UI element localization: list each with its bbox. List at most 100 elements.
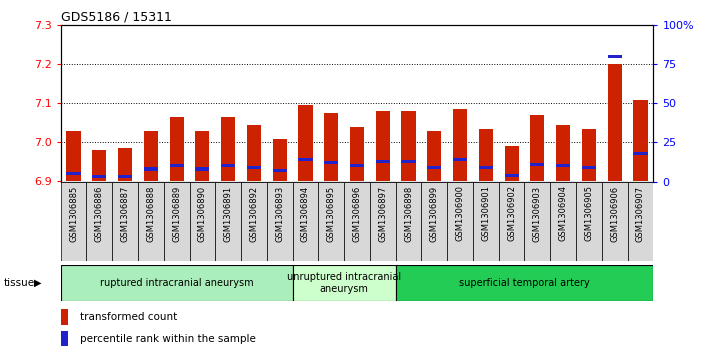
Text: GSM1306892: GSM1306892 — [249, 185, 258, 242]
Bar — [473, 182, 498, 261]
Text: GSM1306897: GSM1306897 — [378, 185, 387, 242]
Bar — [221, 117, 235, 182]
Bar — [401, 160, 416, 163]
Bar — [556, 164, 570, 167]
Bar — [86, 182, 112, 261]
Text: GSM1306907: GSM1306907 — [636, 185, 645, 242]
Text: GSM1306901: GSM1306901 — [481, 185, 491, 241]
Bar — [273, 139, 287, 182]
Bar — [531, 163, 545, 166]
Text: GSM1306894: GSM1306894 — [301, 185, 310, 242]
Text: GSM1306889: GSM1306889 — [172, 185, 181, 242]
Text: ruptured intracranial aneurysm: ruptured intracranial aneurysm — [100, 278, 253, 288]
Bar — [453, 158, 467, 161]
Bar — [112, 182, 138, 261]
Bar — [396, 182, 421, 261]
Bar — [196, 167, 209, 171]
Bar — [401, 111, 416, 182]
Bar — [608, 64, 622, 182]
Bar — [216, 182, 241, 261]
Text: GSM1306891: GSM1306891 — [223, 185, 233, 242]
Bar — [92, 175, 106, 178]
Bar — [164, 182, 189, 261]
Text: GSM1306895: GSM1306895 — [327, 185, 336, 242]
Bar — [247, 125, 261, 182]
Bar — [505, 146, 518, 182]
Bar — [427, 131, 441, 182]
Bar — [61, 182, 86, 261]
Bar — [479, 129, 493, 182]
Bar — [169, 164, 183, 167]
Bar — [247, 166, 261, 169]
Bar — [298, 105, 313, 182]
Bar — [324, 161, 338, 164]
Bar — [376, 160, 390, 163]
Text: GSM1306893: GSM1306893 — [275, 185, 284, 242]
Bar — [144, 131, 158, 182]
Text: GSM1306885: GSM1306885 — [69, 185, 78, 242]
Bar — [118, 175, 132, 178]
Bar — [169, 117, 183, 182]
Text: ▶: ▶ — [34, 278, 42, 288]
Text: transformed count: transformed count — [80, 312, 177, 322]
Text: GSM1306886: GSM1306886 — [95, 185, 104, 242]
Text: GSM1306900: GSM1306900 — [456, 185, 465, 241]
Bar — [293, 182, 318, 261]
Bar — [576, 182, 602, 261]
Bar — [66, 131, 81, 182]
Bar — [118, 148, 132, 182]
Bar — [498, 182, 525, 261]
Bar — [267, 182, 293, 261]
Bar — [453, 109, 467, 182]
Bar — [324, 113, 338, 182]
Bar — [628, 182, 653, 261]
Bar — [350, 164, 364, 167]
Bar — [525, 182, 550, 261]
Text: GSM1306887: GSM1306887 — [121, 185, 130, 242]
Bar — [221, 164, 235, 167]
Bar — [138, 182, 164, 261]
Text: tissue: tissue — [4, 278, 35, 288]
Bar — [396, 265, 653, 301]
Bar — [196, 131, 209, 182]
Bar — [189, 182, 216, 261]
Bar — [241, 182, 267, 261]
Text: percentile rank within the sample: percentile rank within the sample — [80, 334, 256, 344]
Bar — [602, 182, 628, 261]
Text: GSM1306906: GSM1306906 — [610, 185, 619, 242]
Text: GSM1306899: GSM1306899 — [430, 185, 439, 242]
Text: GSM1306903: GSM1306903 — [533, 185, 542, 242]
Bar — [376, 111, 390, 182]
Bar — [427, 166, 441, 169]
Text: unruptured intracranial
aneurysm: unruptured intracranial aneurysm — [287, 272, 401, 294]
Bar — [608, 55, 622, 58]
Bar — [582, 129, 596, 182]
Text: GSM1306898: GSM1306898 — [404, 185, 413, 242]
Bar — [505, 174, 518, 177]
Bar — [298, 158, 313, 161]
Bar — [273, 169, 287, 172]
Text: GSM1306904: GSM1306904 — [558, 185, 568, 241]
Bar — [344, 182, 370, 261]
Text: GDS5186 / 15311: GDS5186 / 15311 — [61, 11, 171, 24]
Bar — [582, 166, 596, 169]
Bar — [633, 99, 648, 182]
Bar — [144, 167, 158, 171]
Bar — [633, 152, 648, 155]
Text: GSM1306896: GSM1306896 — [353, 185, 361, 242]
Bar — [61, 265, 293, 301]
Bar — [61, 331, 68, 346]
Text: GSM1306888: GSM1306888 — [146, 185, 156, 242]
Bar — [350, 127, 364, 182]
Text: GSM1306890: GSM1306890 — [198, 185, 207, 242]
Bar — [61, 309, 68, 325]
Text: superficial temporal artery: superficial temporal artery — [459, 278, 590, 288]
Bar — [318, 182, 344, 261]
Bar — [447, 182, 473, 261]
Bar — [370, 182, 396, 261]
Bar — [531, 115, 545, 182]
Bar — [556, 125, 570, 182]
Bar — [421, 182, 447, 261]
Bar — [293, 265, 396, 301]
Text: GSM1306902: GSM1306902 — [507, 185, 516, 241]
